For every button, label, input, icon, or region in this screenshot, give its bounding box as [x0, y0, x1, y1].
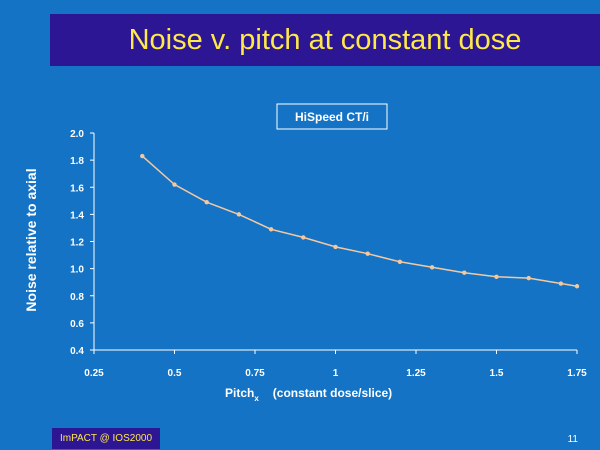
- y-tick-label: 0.8: [70, 292, 84, 303]
- data-point: [333, 244, 338, 250]
- y-tick-label: 1.4: [70, 210, 84, 221]
- data-point: [526, 275, 531, 281]
- x-axis-label-rest: (constant dose/slice): [273, 386, 392, 400]
- x-axis-label: Pitchx (constant dose/slice): [225, 386, 392, 403]
- data-point: [365, 251, 370, 256]
- data-point: [301, 235, 306, 240]
- x-tick-label: 1.75: [567, 368, 587, 379]
- data-point: [140, 153, 145, 159]
- data-point: [429, 265, 435, 270]
- x-axis-label-main: Pitch: [225, 386, 254, 400]
- y-tick-label: 2.0: [70, 129, 84, 140]
- x-tick-label: 0.5: [168, 368, 182, 379]
- ticks: 0.4 0.6 0.8 1.0 1.2 1.4 1.6 1.8 2.0 0.25 0.5 0.75 1 1…: [70, 129, 587, 379]
- y-tick-label: 1.8: [70, 156, 84, 167]
- x-tick-label: 0.25: [84, 368, 104, 379]
- data-point: [204, 199, 209, 205]
- chart-title-box: [276, 103, 388, 130]
- data-point: [494, 274, 499, 279]
- y-tick-label: 1.6: [70, 183, 84, 194]
- x-tick-label: 1.25: [406, 368, 426, 379]
- slide-title: Noise v. pitch at constant dose: [128, 24, 522, 56]
- series-line: [141, 155, 578, 288]
- data-point: [558, 281, 564, 286]
- y-tick-label: 0.4: [70, 346, 84, 357]
- title-bar: [50, 14, 600, 66]
- x-tick-label: 1: [333, 368, 339, 379]
- x-axis-label-sub: x: [254, 394, 259, 403]
- y-tick-label: 1.2: [70, 238, 84, 249]
- x-tick-label: 0.75: [245, 368, 265, 379]
- data-point: [236, 212, 242, 217]
- data-point: [268, 227, 274, 232]
- footer-label: ImPACT @ IOS2000: [52, 428, 160, 449]
- y-tick-label: 1.0: [70, 265, 84, 276]
- x-tick-label: 1.5: [490, 368, 504, 379]
- page-number: 11: [567, 434, 578, 445]
- y-axis-label: Noise relative to axial: [23, 168, 39, 311]
- data-point: [172, 182, 177, 187]
- data-point: [462, 270, 467, 275]
- chart-title: HiSpeed CT/i: [295, 110, 369, 124]
- axes: [93, 133, 577, 351]
- data-point: [397, 259, 403, 265]
- data-point: [574, 284, 580, 289]
- series: [140, 153, 580, 289]
- y-tick-label: 0.6: [70, 319, 84, 330]
